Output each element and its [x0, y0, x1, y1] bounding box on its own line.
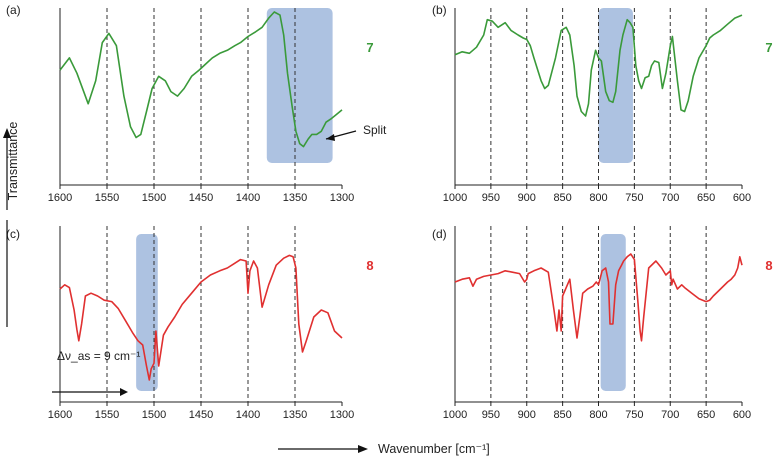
- x-tick-label: 1350: [283, 409, 307, 421]
- x-tick-label: 1000: [443, 192, 467, 204]
- panel-c: 1600 1550 1500 1450 1400 1350 1300 (c) 8 Δν_as = …: [6, 226, 374, 421]
- x-tick-label: 750: [625, 192, 643, 204]
- x-tick-label: 950: [482, 192, 500, 204]
- figure-ylabel: Transmittance: [6, 121, 20, 201]
- x-tick-label: 650: [697, 192, 715, 204]
- spectrum-line: [59, 254, 343, 381]
- figure-xlabel: Wavenumber [cm⁻¹]: [378, 442, 490, 456]
- x-tick-label: 650: [697, 409, 715, 421]
- arrowhead: [120, 388, 128, 396]
- panel-d: 1000 950 900 850 800 750 700 650 600 (d) 8: [432, 226, 773, 421]
- arrowhead: [326, 134, 335, 141]
- annotation-split: Split: [363, 123, 387, 137]
- x-tick-label: 900: [518, 409, 536, 421]
- x-tick-label: 1550: [95, 409, 119, 421]
- panel-a: 1600 1550 1500 1450 1400 1350 1300 (a) 7 Split: [6, 3, 387, 204]
- highlight-region: [136, 234, 158, 391]
- annotation-delta: Δν_as = 9 cm⁻¹: [57, 349, 140, 363]
- compound-label: 8: [366, 258, 373, 273]
- spectrum-line: [59, 11, 343, 148]
- x-tick-label: 850: [553, 409, 571, 421]
- x-tick-label: 1500: [142, 409, 166, 421]
- y-arrowhead: [3, 128, 11, 138]
- x-tick-label: 700: [661, 409, 679, 421]
- x-tick-label: 700: [661, 192, 679, 204]
- x-tick-label: 800: [589, 192, 607, 204]
- x-tick-label: 1600: [48, 409, 72, 421]
- x-tick-label: 1400: [236, 192, 260, 204]
- x-arrowhead: [358, 445, 368, 453]
- x-tick-label: 1300: [330, 409, 354, 421]
- panel-label: (c): [6, 227, 20, 241]
- x-tick-label: 900: [518, 192, 536, 204]
- panel-label: (d): [432, 227, 447, 241]
- panel-label: (a): [6, 3, 21, 17]
- x-tick-label: 800: [589, 409, 607, 421]
- x-tick-label: 1000: [443, 409, 467, 421]
- x-tick-label: 1450: [189, 192, 213, 204]
- x-tick-label: 1300: [330, 192, 354, 204]
- compound-label: 8: [765, 258, 772, 273]
- x-tick-label: 600: [733, 409, 751, 421]
- x-tick-label: 950: [482, 409, 500, 421]
- x-tick-label: 1350: [283, 192, 307, 204]
- compound-label: 7: [765, 40, 772, 55]
- x-tick-label: 850: [553, 192, 571, 204]
- compound-label: 7: [366, 40, 373, 55]
- x-tick-label: 750: [625, 409, 643, 421]
- panel-b: 1000 950 900 850 800 750 700 650 600 (b) 7: [432, 3, 773, 204]
- x-tick-label: 1450: [189, 409, 213, 421]
- spectrum-line: [454, 14, 743, 117]
- x-tick-label: 1400: [236, 409, 260, 421]
- x-tick-label: 1550: [95, 192, 119, 204]
- x-tick-label: 600: [733, 192, 751, 204]
- x-tick-label: 1500: [142, 192, 166, 204]
- spectrum-line: [454, 253, 743, 342]
- x-tick-label: 1600: [48, 192, 72, 204]
- panel-label: (b): [432, 3, 447, 17]
- highlight-region: [266, 8, 333, 163]
